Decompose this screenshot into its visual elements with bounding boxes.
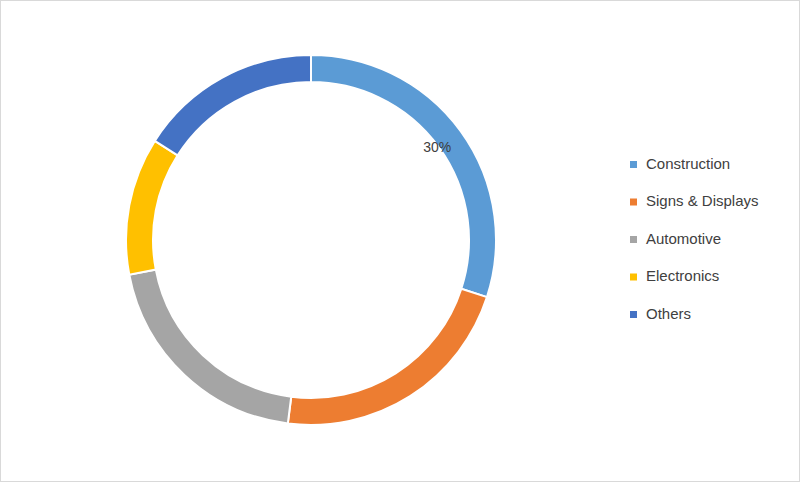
slice	[155, 55, 311, 155]
legend-swatch	[630, 236, 637, 243]
legend: Construction Signs & Displays Automotive El…	[630, 155, 759, 322]
legend-label: Electronics	[646, 267, 719, 284]
slice	[311, 55, 496, 297]
legend-item: Electronics	[630, 267, 719, 284]
slice	[129, 270, 291, 424]
legend-item: Construction	[630, 155, 730, 172]
slice	[126, 141, 178, 275]
legend-label: Signs & Displays	[646, 192, 759, 209]
legend-label: Construction	[646, 155, 730, 172]
legend-swatch	[630, 161, 637, 168]
data-label: 30%	[423, 139, 451, 155]
slice	[288, 289, 487, 425]
legend-item: Automotive	[630, 230, 721, 247]
legend-item: Signs & Displays	[630, 192, 759, 209]
chart: 30% Construction Signs & Displays Automotiv…	[0, 0, 800, 482]
chart-frame	[1, 1, 800, 482]
legend-swatch	[630, 311, 637, 318]
data-labels: 30%	[423, 139, 451, 155]
slices	[126, 55, 496, 425]
legend-swatch	[630, 274, 637, 281]
legend-swatch	[630, 199, 637, 206]
legend-label: Automotive	[646, 230, 721, 247]
legend-label: Others	[646, 305, 691, 322]
legend-item: Others	[630, 305, 691, 322]
